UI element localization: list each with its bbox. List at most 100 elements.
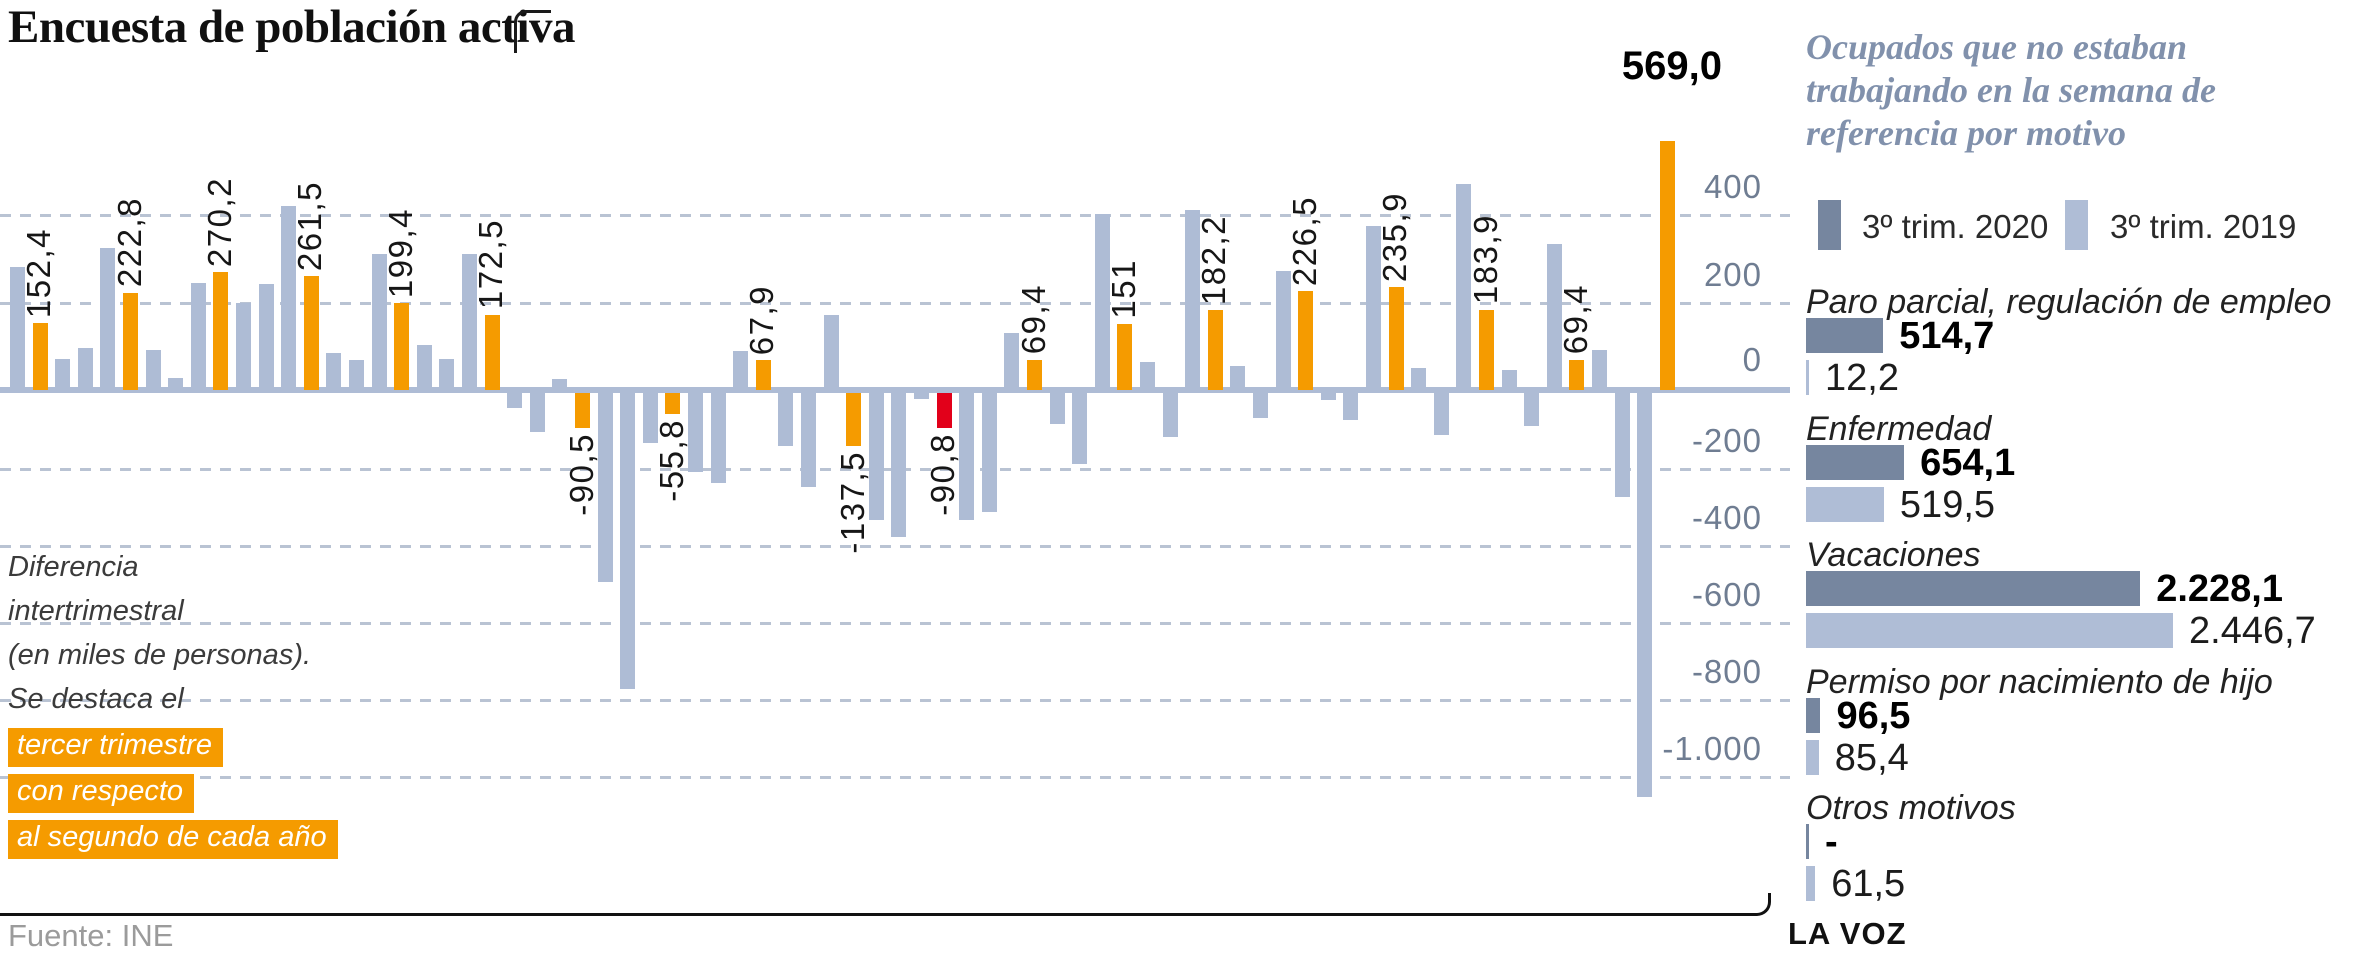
bar-2019 (1806, 360, 1809, 395)
bar (507, 393, 523, 408)
bar (891, 393, 907, 538)
bar (371, 254, 387, 390)
bar (914, 393, 929, 400)
bar (1004, 333, 1020, 390)
legend-swatch-2020 (1818, 200, 1841, 250)
highlighted-bar (846, 393, 862, 446)
highlighted-bar (575, 393, 590, 428)
bar (1456, 184, 1472, 390)
bar-value-label: 261,5 (291, 180, 329, 271)
bar (416, 344, 432, 390)
highlighted-bar (1388, 286, 1404, 390)
note-highlight: con respecto (8, 774, 195, 813)
value-2019: 519,5 (1899, 483, 1996, 526)
bar-value-label: 182,2 (1195, 215, 1233, 306)
bar (1094, 214, 1110, 390)
bar (145, 349, 161, 390)
note-line: (en miles de personas). (8, 639, 312, 671)
bar (190, 282, 206, 390)
bar-value-label: 270,2 (200, 176, 238, 267)
value-2020: 654,1 (1920, 441, 2016, 484)
highlighted-bar (213, 271, 229, 390)
gridline (0, 776, 1790, 779)
category-label: Enfermedad (1806, 409, 1992, 448)
bar (801, 393, 816, 488)
axis-tick-label: 400 (1703, 168, 1762, 205)
gridline (0, 214, 1790, 217)
footer-rule (0, 893, 1771, 916)
value-2019: 2.446,7 (2189, 610, 2316, 652)
gridline (0, 545, 1790, 548)
bar (529, 393, 545, 432)
bar (981, 393, 997, 513)
bar (1230, 365, 1246, 390)
bar (1592, 349, 1607, 390)
bar (1275, 271, 1291, 390)
side-panel-title: Ocupados que no estaban trabajando en la… (1806, 26, 2216, 155)
highlighted-bar (936, 393, 952, 428)
bar (1320, 393, 1336, 400)
highlighted-bar (1479, 309, 1494, 390)
bar-2019 (1806, 866, 1816, 901)
category-label: Vacaciones (1806, 536, 1981, 574)
bar-value-label: 235,9 (1376, 191, 1414, 282)
bar (1524, 393, 1540, 426)
bar-value-label: 226,5 (1285, 195, 1323, 286)
bar (1614, 393, 1630, 497)
peak-value-label: 569,0 (1621, 44, 1722, 88)
axis-tick-label: -800 (1691, 653, 1762, 690)
gridline (0, 622, 1790, 625)
gridline (0, 301, 1790, 305)
chart-note: Diferencia intertrimestral (en miles de … (8, 545, 338, 859)
axis-tick-label: -600 (1691, 576, 1762, 613)
bar (1433, 393, 1449, 436)
value-2020: 2.228,1 (2156, 568, 2283, 610)
highlighted-bar (303, 275, 319, 390)
credit-label: LA VOZ (1788, 916, 1907, 951)
bar (236, 302, 251, 390)
bar (710, 393, 726, 484)
page-title: Encuesta de población activa (8, 1, 576, 53)
value-2020: 96,5 (1836, 694, 1911, 737)
note-highlight: al segundo de cada año (8, 820, 338, 859)
axis-tick-label: -400 (1691, 499, 1762, 536)
bar-2020 (1806, 318, 1884, 353)
bar (1501, 370, 1517, 390)
bar-value-label: -90,5 (562, 432, 600, 516)
side-title-line: trabajando en la semana de (1806, 70, 2217, 110)
bar (1140, 361, 1155, 390)
note-line: intertrimestral (8, 595, 184, 627)
highlighted-bar (1659, 141, 1675, 390)
highlighted-bar (1298, 290, 1314, 390)
bar-2019 (1806, 613, 2173, 648)
bar (688, 393, 703, 472)
bar (439, 359, 455, 390)
bar-2020 (1806, 444, 1905, 480)
value-2019: 85,4 (1834, 736, 1909, 779)
bar (1162, 393, 1178, 437)
bar (258, 283, 274, 390)
bar-value-label: 69,4 (1556, 284, 1594, 355)
legend-label-2020: 3º trim. 2020 (1862, 208, 2049, 245)
axis-tick-label: -200 (1691, 422, 1762, 459)
bar (1185, 209, 1201, 390)
bar (597, 393, 613, 582)
bar (959, 393, 975, 521)
value-2020: - (1825, 821, 1838, 863)
bar (168, 377, 184, 390)
highlighted-bar (1569, 359, 1585, 390)
bar-2019 (1806, 739, 1819, 775)
axis-tick-label: -1.000 (1662, 730, 1762, 767)
value-2020: 514,7 (1899, 315, 1995, 357)
bar-value-label: 69,4 (1014, 284, 1052, 355)
axis-tick-label: 0 (1742, 341, 1762, 378)
bar-value-label: 172,5 (472, 219, 510, 310)
bar (1411, 368, 1427, 390)
bar-value-label: 151 (1104, 259, 1142, 319)
bar (10, 266, 25, 390)
bar (1049, 393, 1065, 424)
bar-2020 (1806, 571, 2141, 606)
category-label: Paro parcial, regulación de empleo (1806, 283, 2332, 321)
bar (620, 393, 636, 690)
side-title-line: Ocupados que no estaban (1806, 27, 2188, 67)
